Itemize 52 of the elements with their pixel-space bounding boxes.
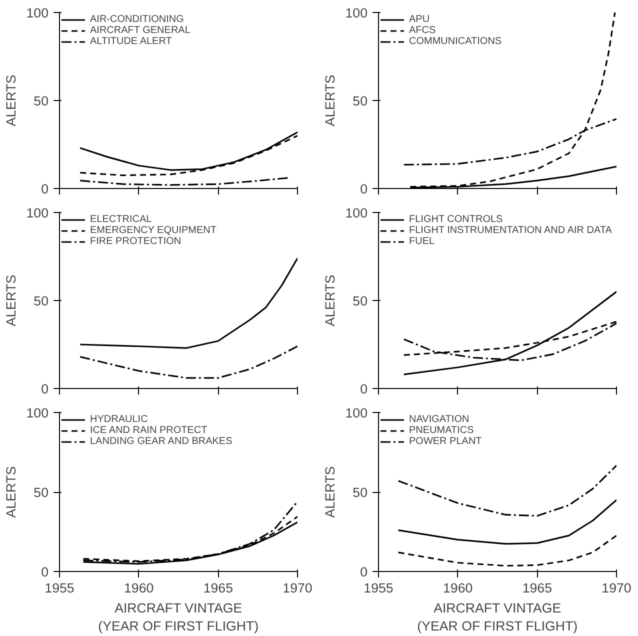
legend-label: EMERGENCY EQUIPMENT — [90, 225, 216, 236]
legend-label: ELECTRICAL — [90, 214, 152, 225]
y-axis-title: ALERTS — [322, 274, 338, 326]
legend-label: APU — [409, 14, 430, 25]
legend-label: AIRCRAFT GENERAL — [90, 25, 190, 36]
legend-label: NAVIGATION — [409, 414, 470, 425]
legend-label: FLIGHT INSTRUMENTATION AND AIR DATA — [409, 225, 612, 236]
x-tick-label: 1970 — [602, 580, 632, 596]
x-tick-label: 1970 — [282, 580, 312, 596]
legend-label: PNEUMATICS — [409, 425, 474, 436]
y-axis-title: ALERTS — [3, 74, 18, 126]
legend-label: FLIGHT CONTROLS — [409, 214, 503, 225]
y-tick-label: 50 — [34, 294, 49, 308]
y-axis-title: ALERTS — [3, 274, 18, 326]
y-tick-label: 100 — [345, 206, 368, 220]
y-tick-label: 100 — [26, 406, 49, 420]
y-tick-label: 50 — [352, 485, 368, 500]
y-tick-label: 0 — [41, 564, 49, 580]
y-tick-label: 0 — [360, 382, 368, 396]
x-tick-label: 1955 — [364, 580, 394, 596]
legend-label: ALTITUDE ALERT — [90, 36, 172, 47]
y-tick-label: 0 — [41, 382, 49, 396]
legend-label: HYDRAULIC — [90, 414, 148, 425]
y-axis-title: ALERTS — [322, 74, 338, 126]
legend-label: FUEL — [409, 236, 435, 247]
legend-label: ICE AND RAIN PROTECT — [90, 425, 208, 436]
x-tick-label: 1960 — [443, 580, 473, 596]
legend-label: AIR-CONDITIONING — [90, 14, 184, 25]
x-axis-title: AIRCRAFT VINTAGE (YEAR OF FIRST FLIGHT) — [417, 600, 578, 634]
y-axis-title: ALERTS — [3, 466, 18, 518]
legend-label: COMMUNICATIONS — [409, 36, 502, 47]
y-tick-label: 100 — [345, 6, 368, 20]
x-axis-title: AIRCRAFT VINTAGE (YEAR OF FIRST FLIGHT) — [98, 600, 259, 634]
y-tick-label: 50 — [352, 94, 368, 108]
y-tick-label: 100 — [345, 406, 368, 420]
y-tick-label: 100 — [26, 206, 49, 220]
y-tick-label: 50 — [352, 294, 368, 308]
legend-label: POWER PLANT — [409, 436, 482, 447]
y-tick-label: 0 — [360, 564, 368, 580]
y-tick-label: 100 — [26, 6, 49, 20]
legend-label: AFCS — [409, 25, 436, 36]
x-tick-label: 1965 — [203, 580, 233, 596]
y-tick-label: 0 — [41, 182, 49, 196]
y-tick-label: 0 — [360, 182, 368, 196]
legend-label: LANDING GEAR AND BRAKES — [90, 436, 232, 447]
x-tick-label: 1960 — [124, 580, 154, 596]
y-tick-label: 50 — [34, 485, 49, 500]
y-tick-label: 50 — [34, 94, 49, 108]
x-tick-label: 1955 — [44, 580, 74, 596]
legend-label: FIRE PROTECTION — [90, 236, 182, 247]
y-axis-title: ALERTS — [322, 466, 338, 518]
x-tick-label: 1965 — [522, 580, 552, 596]
